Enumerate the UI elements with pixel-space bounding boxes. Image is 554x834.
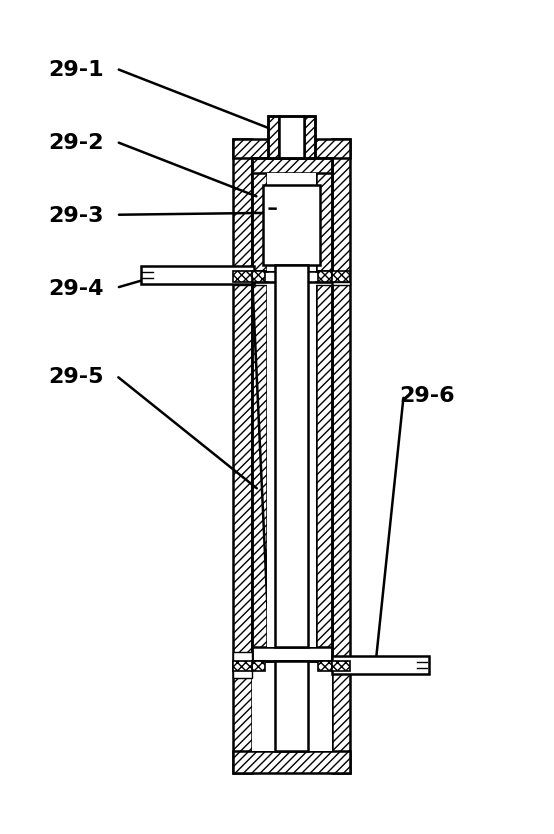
Text: 29-4: 29-4	[48, 279, 104, 299]
Bar	[332, 139, 350, 773]
Bar	[252, 158, 267, 271]
Bar	[268, 116, 315, 158]
Bar	[233, 661, 252, 671]
Bar	[275, 661, 308, 751]
Bar	[252, 282, 267, 661]
Bar	[233, 751, 350, 773]
Bar	[268, 116, 279, 158]
Bar	[252, 282, 332, 661]
Bar	[233, 271, 252, 282]
Bar	[316, 158, 332, 271]
Text: 29-1: 29-1	[48, 60, 104, 80]
Bar	[252, 661, 265, 671]
Bar	[332, 271, 350, 282]
Bar	[252, 647, 332, 661]
Bar	[233, 139, 350, 158]
Bar	[233, 139, 252, 773]
Bar	[233, 652, 252, 678]
Bar	[233, 282, 350, 285]
Bar	[332, 656, 429, 675]
Bar	[252, 271, 265, 282]
Bar	[263, 184, 320, 265]
Bar	[318, 661, 332, 671]
Bar	[267, 282, 316, 647]
Bar	[267, 173, 316, 271]
Bar	[316, 282, 332, 661]
Text: 29-3: 29-3	[48, 206, 104, 226]
Bar	[332, 661, 350, 671]
Bar	[275, 265, 308, 647]
Bar	[252, 158, 332, 751]
Bar	[252, 158, 332, 271]
Text: 29-6: 29-6	[399, 386, 454, 406]
Bar	[252, 158, 332, 173]
Text: 29-2: 29-2	[48, 133, 104, 153]
Bar	[304, 116, 315, 158]
Bar	[318, 271, 332, 282]
Text: 29-5: 29-5	[48, 367, 104, 387]
Bar	[141, 266, 254, 284]
Bar	[279, 116, 304, 158]
Polygon shape	[252, 284, 267, 608]
